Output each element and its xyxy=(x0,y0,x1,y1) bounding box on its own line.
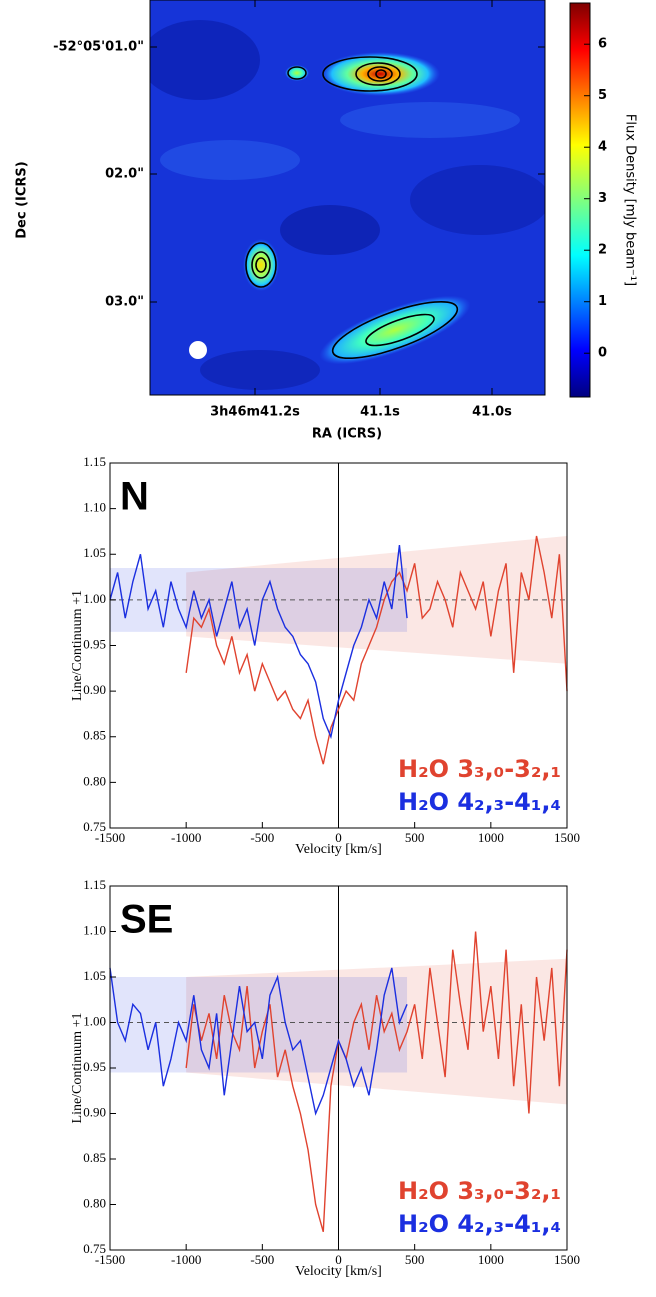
y-tick-label: 0.80 xyxy=(83,1195,106,1210)
y-tick-label: 1.15 xyxy=(83,877,106,892)
x-tick-label: 1000 xyxy=(478,1252,504,1267)
x-tick-label: 1500 xyxy=(554,1252,580,1267)
colorbar-tick-label: 4 xyxy=(598,140,607,155)
y-tick-label: 0.80 xyxy=(83,773,106,788)
y-tick-label: 03.0" xyxy=(105,295,144,310)
legend-entry: H₂O 4₂,₃-4₁,₄ xyxy=(398,1210,561,1238)
colorbar-tick-label: 2 xyxy=(598,243,607,258)
y-tick-label: -52°05'01.0" xyxy=(53,40,144,55)
y-axis-label: Line/Continuum +1 xyxy=(70,590,85,701)
panel-label: N xyxy=(120,475,149,519)
x-tick-label: -1000 xyxy=(171,830,201,845)
x-tick-label: -500 xyxy=(250,830,274,845)
legend-entry: H₂O 3₃,₀-3₂,₁ xyxy=(398,1177,561,1205)
y-tick-label: 0.75 xyxy=(83,1241,106,1256)
y-tick-label: 1.10 xyxy=(83,500,106,515)
y-tick-label: 0.95 xyxy=(83,1059,106,1074)
y-tick-label: 02.0" xyxy=(105,167,144,182)
y-tick-label: 0.90 xyxy=(83,1104,106,1119)
colorbar-tick-label: 5 xyxy=(598,88,607,103)
colorbar-tick-label: 6 xyxy=(598,37,607,52)
y-tick-label: 0.75 xyxy=(83,819,106,834)
x-tick-label: 1000 xyxy=(478,830,504,845)
y-axis-label: Dec (ICRS) xyxy=(15,161,30,238)
x-tick-label: 500 xyxy=(405,830,425,845)
y-tick-label: 1.15 xyxy=(83,454,106,469)
x-tick-label: 41.1s xyxy=(360,405,400,420)
y-tick-label: 0.85 xyxy=(83,1150,106,1165)
x-tick-label: 1500 xyxy=(554,830,580,845)
x-tick-label: 3h46m41.2s xyxy=(210,405,300,420)
x-tick-label: 500 xyxy=(405,1252,425,1267)
colorbar-tick-label: 0 xyxy=(598,346,607,361)
panel-label: SE xyxy=(120,898,173,942)
colorbar xyxy=(570,3,590,397)
y-tick-label: 0.85 xyxy=(83,728,106,743)
y-tick-label: 1.10 xyxy=(83,922,106,937)
x-axis-label: Velocity [km/s] xyxy=(295,842,382,857)
y-tick-label: 0.90 xyxy=(83,682,106,697)
y-tick-label: 1.05 xyxy=(83,968,106,983)
x-tick-label: -1000 xyxy=(171,1252,201,1267)
x-tick-label: -500 xyxy=(250,1252,274,1267)
y-tick-label: 1.00 xyxy=(83,1013,106,1028)
colorbar-label: Flux Density [mJy beam⁻¹] xyxy=(623,114,638,286)
y-tick-label: 1.00 xyxy=(83,591,106,606)
legend-entry: H₂O 4₂,₃-4₁,₄ xyxy=(398,788,561,816)
colorbar-tick-label: 3 xyxy=(598,191,607,206)
colorbar-tick-label: 1 xyxy=(598,294,607,309)
x-axis-label: RA (ICRS) xyxy=(312,427,382,442)
map xyxy=(140,0,550,395)
y-tick-label: 1.05 xyxy=(83,545,106,560)
x-tick-label: 41.0s xyxy=(472,405,512,420)
y-tick-label: 0.95 xyxy=(83,636,106,651)
figure: RA (ICRS) Dec (ICRS) 3h46m41.2s 41.1s 41.0s -… xyxy=(0,0,656,1293)
y-axis-label: Line/Continuum +1 xyxy=(70,1013,85,1124)
page: {"chart_data":[ {"type":"image","x_label… xyxy=(0,0,656,1293)
legend-entry: H₂O 3₃,₀-3₂,₁ xyxy=(398,755,561,783)
x-axis-label: Velocity [km/s] xyxy=(295,1264,382,1279)
